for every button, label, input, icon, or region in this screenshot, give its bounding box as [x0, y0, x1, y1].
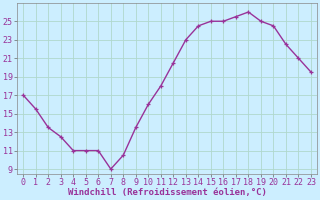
X-axis label: Windchill (Refroidissement éolien,°C): Windchill (Refroidissement éolien,°C) — [68, 188, 267, 197]
